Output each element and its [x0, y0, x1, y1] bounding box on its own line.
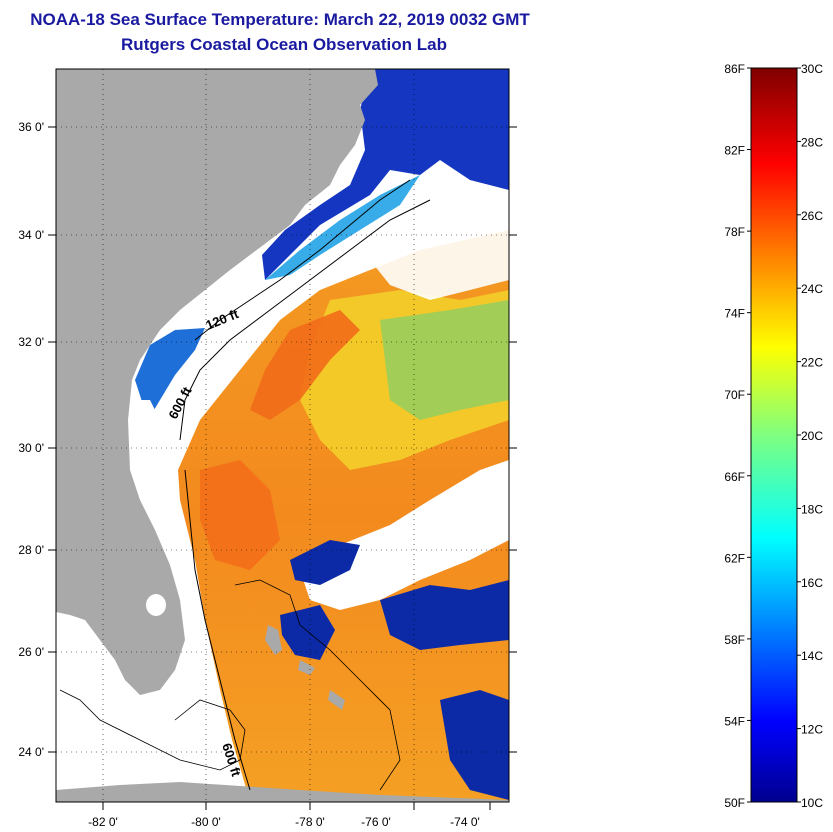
colorbar-f-label: 86F [724, 62, 745, 76]
sst-hot-core [250, 310, 360, 420]
sst-cold-patch [280, 605, 335, 660]
sst-cold-coastal [262, 69, 509, 280]
sst-cold-patch [290, 540, 360, 585]
colorbar-f-label: 62F [724, 551, 745, 565]
sst-green-region [380, 300, 509, 420]
sst-cool-band [265, 175, 420, 280]
cuba-coast [56, 782, 509, 802]
colorbar-c-label: 28C [801, 135, 823, 149]
colorbar-c-label: 26C [801, 209, 823, 223]
sst-cold-patch [380, 580, 509, 650]
map-subtitle: Rutgers Coastal Ocean Observation Lab [121, 35, 447, 54]
colorbar-f-label: 66F [724, 470, 745, 484]
colorbar-f-label: 78F [724, 225, 745, 239]
colorbar-c-label: 14C [801, 649, 823, 663]
axis-ticks [48, 126, 517, 810]
colorbar-f-label: 54F [724, 714, 745, 728]
map-title: NOAA-18 Sea Surface Temperature: March 2… [30, 10, 530, 29]
colorbar-c-label: 22C [801, 356, 823, 370]
lon-label: -78 0' [295, 815, 325, 829]
isobath-600ft [179, 199, 431, 441]
lat-label: 28 0' [18, 543, 44, 557]
sst-cold-patch [440, 690, 509, 800]
isobath-bahamas [234, 579, 401, 791]
sst-hot-core-south [200, 460, 280, 570]
lon-label: -74 0' [450, 815, 480, 829]
lon-label: -82 0' [88, 815, 118, 829]
colorbar-f-label: 50F [724, 796, 745, 810]
colorbar-c-label: 30C [801, 62, 823, 76]
land-mass [56, 69, 378, 695]
isobath-florida [184, 469, 251, 791]
map-frame [55, 68, 510, 803]
graticule [56, 69, 509, 802]
colorbar-c-label: 16C [801, 576, 823, 590]
lon-label: -76 0' [361, 815, 391, 829]
colorbar-f-label: 58F [724, 633, 745, 647]
fahrenheit-ticks: 86F 82F 78F 74F 70F 66F 62F 58F 54F 50F [724, 62, 751, 810]
colorbar-c-label: 10C [801, 796, 823, 810]
colorbar-f-label: 70F [724, 388, 745, 402]
sst-cold-georgia [135, 328, 205, 420]
colorbar-f-label: 74F [724, 307, 745, 321]
celsius-ticks: 30C 28C 26C 24C 22C 20C 18C 16C 14C 12C 10C [797, 62, 823, 810]
cloud-patch [370, 200, 509, 300]
colorbar-c-label: 24C [801, 282, 823, 296]
isobath-west [59, 689, 246, 771]
lat-label: 32 0' [18, 335, 44, 349]
lake-okeechobee [146, 594, 166, 616]
bahamas-islands [265, 625, 345, 710]
colorbar-c-label: 18C [801, 502, 823, 516]
lat-label: 24 0' [18, 745, 44, 759]
colorbar-gradient [750, 67, 798, 803]
colorbar-c-label: 12C [801, 723, 823, 737]
isobath-120ft [194, 179, 411, 341]
colorbar-c-label: 20C [801, 429, 823, 443]
lat-label: 30 0' [18, 441, 44, 455]
lat-label: 34 0' [18, 228, 44, 242]
lat-label: 36 0' [18, 120, 44, 134]
cloud-patch [300, 460, 509, 610]
lon-label: -80 0' [191, 815, 221, 829]
colorbar-f-label: 82F [724, 144, 745, 158]
lat-label: 26 0' [18, 645, 44, 659]
